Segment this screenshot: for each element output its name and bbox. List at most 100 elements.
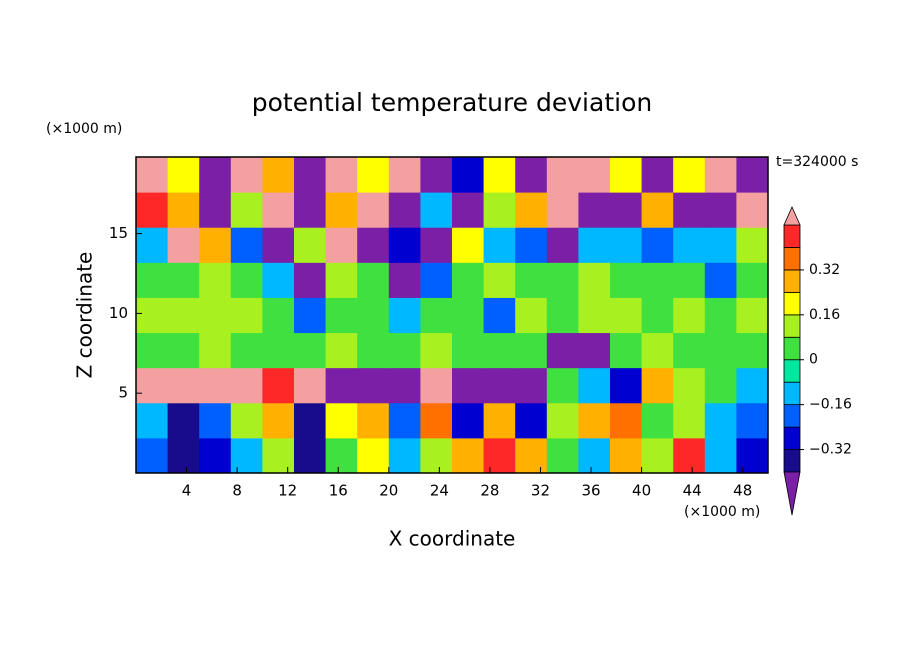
field-cell bbox=[136, 402, 169, 439]
field-cell bbox=[673, 332, 706, 369]
field-cell bbox=[262, 227, 295, 263]
field-cell bbox=[610, 157, 643, 193]
field-cell bbox=[325, 297, 358, 334]
field-cell bbox=[515, 297, 548, 334]
field-cell bbox=[673, 262, 706, 298]
field-cell bbox=[357, 332, 390, 369]
field-cell bbox=[483, 262, 516, 298]
field-cell bbox=[230, 367, 263, 404]
colorbar-tick-label: 0.16 bbox=[809, 307, 840, 323]
field-cell bbox=[546, 227, 579, 263]
field-cell bbox=[357, 367, 390, 404]
field-cell bbox=[420, 437, 453, 474]
field-cell bbox=[199, 402, 232, 439]
field-cell bbox=[388, 367, 421, 404]
field-cell bbox=[483, 227, 516, 263]
field-cell bbox=[388, 192, 421, 228]
field-cell bbox=[388, 402, 421, 439]
field-cell bbox=[673, 157, 706, 193]
field-cell bbox=[452, 157, 485, 193]
field-cell bbox=[515, 192, 548, 228]
field-cell bbox=[452, 227, 485, 263]
field-cell bbox=[610, 402, 643, 439]
field-cell bbox=[546, 332, 579, 369]
field-cell bbox=[357, 402, 390, 439]
field-cell bbox=[736, 332, 769, 369]
plot-frame bbox=[135, 156, 769, 474]
chart-title: potential temperature deviation bbox=[252, 88, 652, 117]
x-tick-label: 32 bbox=[531, 482, 550, 500]
field-cell bbox=[704, 192, 737, 228]
field-cell bbox=[294, 227, 327, 263]
field-cell bbox=[641, 332, 674, 369]
field-cell bbox=[420, 227, 453, 263]
colorbar-tick-label: 0 bbox=[809, 352, 818, 368]
field-cell bbox=[199, 437, 232, 474]
field-cell bbox=[230, 262, 263, 298]
field-cell bbox=[704, 297, 737, 334]
field-cell bbox=[641, 437, 674, 474]
field-cell bbox=[294, 157, 327, 193]
field-cell bbox=[420, 402, 453, 439]
field-cell bbox=[704, 402, 737, 439]
field-cell bbox=[736, 262, 769, 298]
field-cell bbox=[325, 157, 358, 193]
field-cell bbox=[452, 192, 485, 228]
field-cell bbox=[483, 192, 516, 228]
field-cell bbox=[262, 437, 295, 474]
field-cell bbox=[673, 367, 706, 404]
field-cell bbox=[420, 157, 453, 193]
field-cell bbox=[704, 367, 737, 404]
x-tick-label: 36 bbox=[581, 482, 600, 500]
colorbar-box bbox=[783, 426, 801, 450]
field-cell bbox=[546, 297, 579, 334]
field-cell bbox=[641, 157, 674, 193]
field-cell bbox=[641, 227, 674, 263]
field-cell bbox=[167, 262, 200, 298]
field-cell bbox=[325, 192, 358, 228]
field-cell bbox=[736, 367, 769, 404]
field-cell bbox=[578, 437, 611, 474]
field-cell bbox=[136, 262, 169, 298]
field-cell bbox=[578, 227, 611, 263]
field-cell bbox=[641, 367, 674, 404]
field-cell bbox=[420, 192, 453, 228]
field-cell bbox=[199, 227, 232, 263]
colorbar-box bbox=[783, 291, 801, 316]
field-cell bbox=[294, 367, 327, 404]
field-cell bbox=[136, 157, 169, 193]
field-cell bbox=[515, 332, 548, 369]
field-cell bbox=[578, 297, 611, 334]
field-cell bbox=[546, 262, 579, 298]
colorbar-over bbox=[783, 206, 801, 226]
field-cell bbox=[388, 297, 421, 334]
colorbar-tick-label: −0.16 bbox=[809, 397, 852, 413]
field-cell bbox=[230, 157, 263, 193]
field-cell bbox=[515, 262, 548, 298]
field-cell bbox=[136, 227, 169, 263]
field-cell bbox=[546, 367, 579, 404]
x-tick-label: 16 bbox=[329, 482, 348, 500]
field-cell bbox=[167, 367, 200, 404]
field-cell bbox=[515, 402, 548, 439]
field-cell bbox=[578, 192, 611, 228]
field-cell bbox=[325, 367, 358, 404]
field-cell bbox=[167, 227, 200, 263]
colorbar-box bbox=[783, 224, 801, 248]
field-cell bbox=[388, 332, 421, 369]
field-cell bbox=[673, 297, 706, 334]
colorbar-box bbox=[783, 247, 801, 271]
field-cell bbox=[357, 437, 390, 474]
y-tick-label: 5 bbox=[118, 384, 128, 402]
field-cell bbox=[610, 262, 643, 298]
time-label: t=324000 s bbox=[776, 154, 858, 170]
field-cell bbox=[199, 262, 232, 298]
field-cell bbox=[262, 402, 295, 439]
x-tick-label: 44 bbox=[683, 482, 702, 500]
colorbar-tick-label: 0.32 bbox=[809, 262, 840, 278]
field-cell bbox=[736, 157, 769, 193]
field-cell bbox=[610, 192, 643, 228]
field-cell bbox=[546, 437, 579, 474]
x-tick-label: 12 bbox=[278, 482, 297, 500]
colorbar-tick-label: −0.32 bbox=[809, 442, 852, 458]
